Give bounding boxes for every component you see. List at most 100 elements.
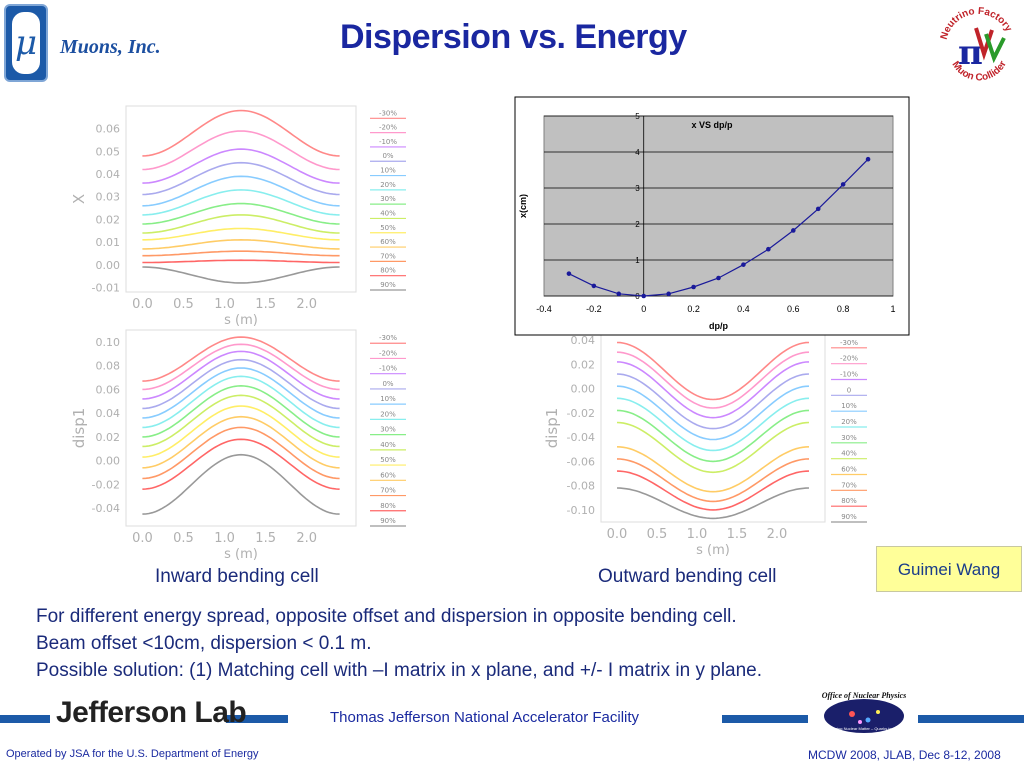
page-title: Dispersion vs. Energy: [340, 18, 687, 56]
x-tick-label: 0.8: [837, 304, 850, 314]
series-line: [142, 415, 340, 469]
mu-glyph: μ: [12, 12, 40, 74]
x-tick-label: 2.0: [296, 531, 317, 546]
x-tick-label: 0.0: [607, 527, 628, 542]
series-line: [142, 343, 340, 391]
body-text-line-2: Beam offset <10cm, dispersion < 0.1 m.: [36, 633, 372, 654]
y-tick-label: 4: [635, 148, 640, 157]
y-tick-label: 0.00: [96, 455, 121, 468]
y-tick-label: 0.04: [571, 334, 596, 347]
series-line: [142, 367, 340, 419]
plot-area: [543, 115, 894, 297]
footer-bar: [226, 715, 288, 723]
data-point: [716, 275, 721, 281]
chart-title: x VS dp/p: [691, 120, 733, 130]
legend-label: -30%: [840, 339, 858, 347]
legend-label: 10%: [380, 167, 396, 175]
legend-label: -10%: [379, 365, 397, 373]
series-line: [142, 189, 340, 216]
legend-label: 30%: [380, 426, 396, 434]
legend-label: 20%: [841, 418, 857, 426]
series-line: [616, 458, 810, 503]
series-line: [616, 397, 810, 452]
y-tick-label: 0.00: [571, 383, 596, 396]
y-tick-label: -0.02: [567, 407, 595, 420]
data-point: [741, 262, 746, 267]
legend-label: 50%: [380, 456, 396, 464]
onp-ellipse: [824, 699, 904, 733]
series-line: [142, 250, 340, 257]
data-point: [790, 228, 796, 233]
series-line: [616, 361, 810, 419]
series-line: [142, 438, 340, 490]
x-tick-label: -0.4: [536, 304, 552, 314]
y-tick-label: -0.02: [92, 478, 120, 491]
legend-label: 80%: [380, 502, 396, 510]
series-line: [142, 358, 340, 410]
meeting-text: MCDW 2008, JLAB, Dec 8-12, 2008: [808, 748, 1001, 762]
footer-bar: [918, 715, 1024, 723]
legend-label: 60%: [380, 471, 396, 479]
caption-inward: Inward bending cell: [155, 566, 319, 587]
inward-x-chart: -0.01 0.00 0.01 0.02 0.03 0.04 0.05 0.06 0.0 0.5 1…: [70, 105, 406, 328]
y-tick-label: 0.02: [96, 213, 121, 226]
facility-name: Thomas Jefferson National Accelerator Fa…: [330, 709, 640, 726]
y-tick-label: -0.10: [567, 504, 595, 517]
legend-label: -10%: [379, 138, 397, 146]
x-tick-label: 2.0: [296, 297, 317, 312]
legend-label: -20%: [379, 124, 397, 132]
legend-label: 70%: [380, 252, 396, 260]
y-axis-label: X: [70, 194, 88, 204]
series-line: [142, 266, 340, 284]
series-line: [142, 384, 340, 438]
legend-label: 30%: [380, 195, 396, 203]
legend-label: -10%: [840, 371, 858, 379]
legend-label: 40%: [841, 450, 857, 458]
y-axis-label: disp1: [70, 408, 88, 449]
onp-star: [858, 720, 862, 724]
series-line: [142, 394, 340, 448]
outward-disp-chart: -0.10-0.08-0.06-0.04-0.020.000.020.040.0…: [545, 333, 867, 558]
series-line: [142, 161, 340, 196]
series-line: [616, 470, 810, 511]
y-tick-label: 3: [635, 184, 640, 193]
series-line: [616, 351, 810, 409]
legend-label: -30%: [379, 334, 397, 342]
x-tick-label: 0: [641, 304, 646, 314]
x-tick-label: 1.0: [214, 297, 235, 312]
x-tick-label: 0.4: [737, 304, 750, 314]
y-tick-label: 0.04: [96, 168, 121, 181]
y-tick-label: -0.04: [92, 502, 120, 515]
y-tick-label: 0: [635, 292, 640, 301]
series-line: [142, 148, 340, 184]
legend-label: 60%: [841, 466, 857, 474]
series-line: [616, 409, 810, 463]
plot-frame: [125, 329, 357, 527]
legend-label: 20%: [380, 410, 396, 418]
legend-label: 10%: [380, 395, 396, 403]
legend-label: 10%: [841, 402, 857, 410]
data-point: [591, 283, 597, 289]
onp-subtitle: Exploring Nuclear Matter – Quarks to Sta…: [826, 726, 902, 731]
x-tick-label: 1.5: [255, 531, 276, 546]
y-tick-label: 0.04: [96, 407, 121, 420]
legend-label: 30%: [841, 434, 857, 442]
legend-label: 50%: [380, 224, 396, 232]
series-line: [616, 487, 810, 520]
series-line: [142, 350, 340, 400]
inward-disp1-chart: -0.04 -0.02 0.00 0.02 0.04 0.06 0.08 0.10 0.0 0.5…: [70, 329, 406, 562]
y-tick-label: 1: [635, 256, 640, 265]
series-line: [616, 373, 810, 430]
y-tick-label: 0.01: [96, 236, 121, 249]
onp-title: Office of Nuclear Physics: [822, 691, 907, 700]
legend-label: 0%: [382, 152, 393, 160]
y-tick-label: 0.02: [96, 431, 121, 444]
mu-green-glyph: [984, 33, 1006, 64]
data-point: [840, 182, 846, 187]
series-line: [616, 385, 810, 441]
series-line: [142, 238, 340, 250]
x-tick-label: 0.5: [647, 527, 668, 542]
series-line: [142, 405, 340, 458]
legend-label: 90%: [380, 517, 396, 525]
data-point: [691, 284, 696, 290]
